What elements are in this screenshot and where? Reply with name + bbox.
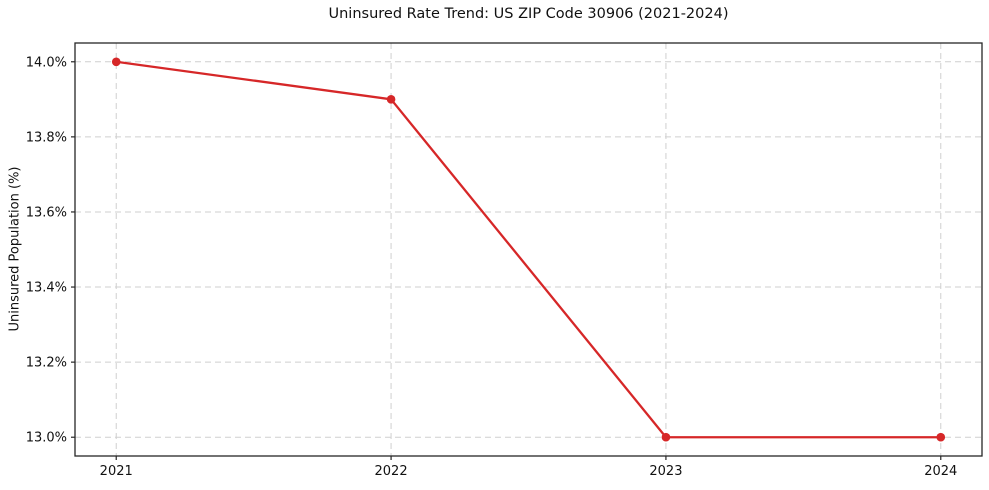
x-tick-label: 2021 — [100, 464, 133, 479]
x-tick-label: 2022 — [375, 464, 408, 479]
y-tick-label: 13.0% — [26, 431, 67, 446]
y-tick-label: 14.0% — [26, 55, 67, 70]
chart-title: Uninsured Rate Trend: US ZIP Code 30906 … — [328, 6, 729, 22]
plot-border — [74, 42, 983, 457]
data-point-marker — [661, 432, 671, 442]
data-point-marker — [386, 95, 396, 104]
data-point-marker — [111, 57, 121, 67]
data-point-marker — [936, 432, 946, 442]
x-tick-label: 2024 — [924, 464, 957, 479]
y-tick-label: 13.2% — [26, 356, 67, 371]
x-tick-label: 2023 — [649, 464, 682, 479]
y-tick-label: 13.8% — [26, 130, 67, 145]
trend-line — [115, 60, 942, 439]
y-tick-label: 13.6% — [26, 205, 67, 220]
y-tick-label: 13.4% — [26, 281, 67, 296]
